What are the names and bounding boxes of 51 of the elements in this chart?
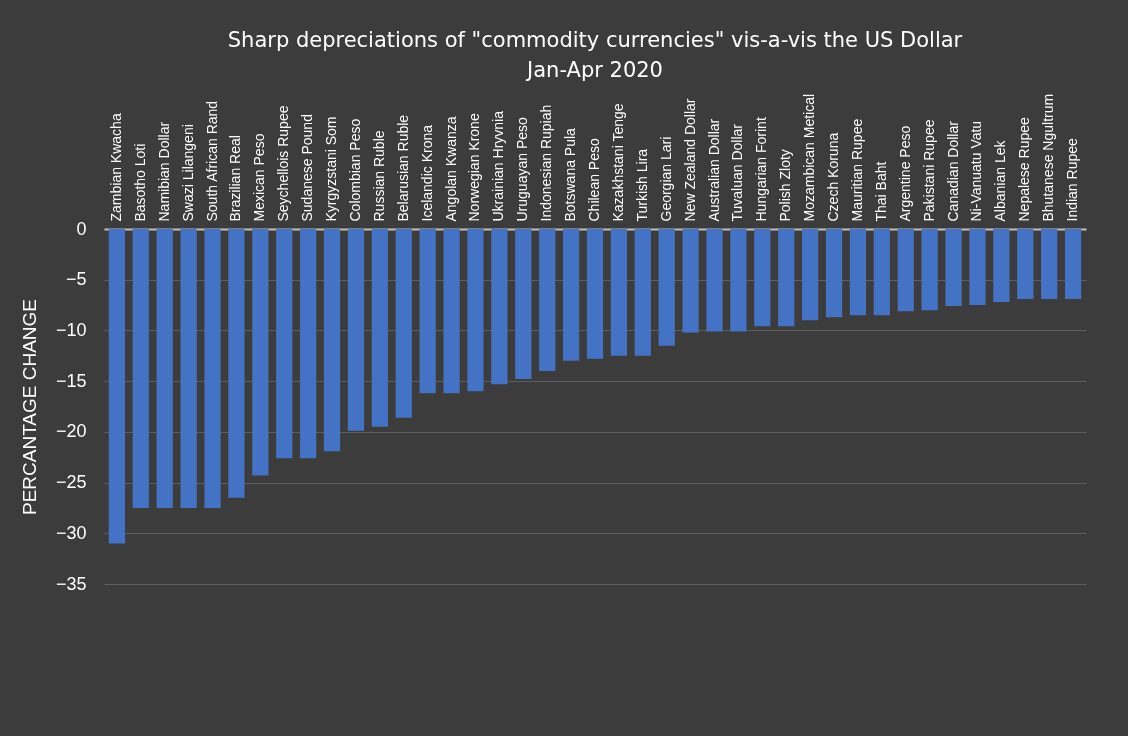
x-tick-label: Sudanese Pound <box>299 114 316 222</box>
x-tick-label: Icelandic Krona <box>418 124 435 222</box>
x-tick-label: Polish Zloty <box>777 149 794 222</box>
x-tick-label: Botswana Pula <box>562 127 579 222</box>
x-tick-label: South African Rand <box>203 100 220 222</box>
x-tick-label: Namibian Dollar <box>155 121 172 222</box>
x-tick-label: Brazilian Real <box>227 135 244 222</box>
x-tick-label: Colombian Peso <box>346 118 363 222</box>
chart-title: Sharp depreciations of "commodity currencies" vis-a-vis the US Dollar Jan-Apr 2020 <box>227 28 963 83</box>
y-tick-label: −10 <box>55 319 87 340</box>
x-tick-label: Chilean Peso <box>586 138 602 222</box>
x-tick-label: Albanian Lek <box>992 139 1009 222</box>
x-tick-label: Indonesian Rupiah <box>538 104 555 222</box>
x-tick-label: Ni-Vanuatu Vatu <box>968 120 985 222</box>
x-tick-label: Nepalese Rupee <box>1016 116 1033 222</box>
y-tick-label: −30 <box>55 522 87 543</box>
y-tick-label: −20 <box>55 421 87 442</box>
x-tick-label: Australian Dollar <box>705 118 722 222</box>
x-tick-label: Norwegian Krone <box>466 113 483 222</box>
x-tick-label: Kyrgyzstani Som <box>323 116 340 222</box>
y-tick-label: 0 <box>76 218 87 239</box>
x-tick-label: Basotho Loti <box>131 143 148 222</box>
x-tick-label: Bhutanese Ngultrum <box>1040 93 1057 222</box>
x-tick-label: New Zealand Dollar <box>681 98 698 222</box>
y-tick-label: −25 <box>55 472 87 493</box>
x-tick-label: Argentine Peso <box>896 125 913 222</box>
x-tick-label: Ukrainian Hryvnia <box>490 110 507 222</box>
x-tick-label: Uruguayan Peso <box>514 117 531 222</box>
x-tick-label: Indian Rupee <box>1064 138 1081 222</box>
x-tick-label: Georgian Lari <box>657 136 674 222</box>
x-tick-label: Seychellois Rupee <box>275 105 292 222</box>
x-tick-label: Pakistani Rupee <box>920 119 937 222</box>
x-tick-label: Kazakhstani Tenge <box>609 103 626 222</box>
x-tick-label: Mauritian Rupee <box>848 118 865 222</box>
x-tick-label: Zambian Kwacha <box>107 113 124 222</box>
y-tick-label: −15 <box>55 370 87 391</box>
x-tick-label: Hungarian Forint <box>753 117 770 222</box>
x-tick-label: Swazi Lilangeni <box>179 124 196 222</box>
x-tick-label: Mozambican Metical <box>801 93 818 222</box>
x-tick-label: Tuvaluan Dollar <box>729 123 746 222</box>
x-tick-label: Mexican Peso <box>251 133 268 222</box>
x-tick-label: Angolan Kwanza <box>442 116 459 222</box>
x-tick-label: Czech Koruna <box>825 132 842 222</box>
x-tick-label: Belarusian Ruble <box>394 114 411 222</box>
x-tick-label: Russian Ruble <box>370 130 387 222</box>
x-tick-label: Turkish Lira <box>633 148 650 222</box>
x-tick-label: Thai Baht <box>872 161 889 222</box>
y-axis-title: PERCANTAGE CHANGE <box>18 298 40 516</box>
x-tick-label: Canadian Dollar <box>944 120 961 222</box>
y-tick-label: −35 <box>55 573 87 594</box>
y-tick-label: −5 <box>65 269 87 290</box>
